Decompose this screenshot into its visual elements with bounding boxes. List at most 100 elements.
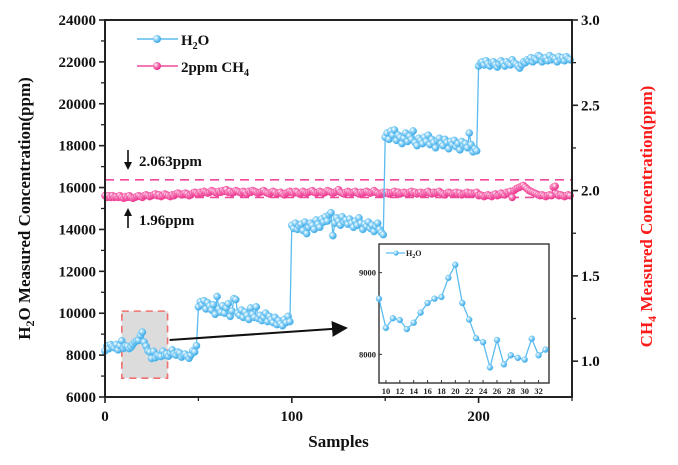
annotation-upper: 2.063ppm — [124, 150, 202, 170]
y-left-tick-label: 16000 — [59, 181, 97, 197]
annotation-upper-arrowhead — [124, 162, 132, 170]
inset-h2o-series — [375, 261, 549, 371]
h2o-point — [409, 127, 418, 135]
inset-h2o-point — [438, 293, 445, 301]
annotation-upper-label: 2.063ppm — [139, 154, 202, 170]
inset-legend-pre: H — [406, 249, 413, 258]
inset-x-tick-label: 30 — [520, 386, 529, 396]
y-left-tick-label: 6000 — [66, 390, 96, 406]
x-tick-label: 200 — [467, 409, 490, 425]
inset-h2o-point — [521, 356, 528, 363]
inset-legend: H2O — [386, 249, 421, 260]
ch4-point — [551, 182, 560, 191]
inset-h2o-point — [410, 319, 417, 326]
inset-x-tick-label: 16 — [423, 386, 432, 396]
y-axis-right-title: CH4 Measured Concentration(ppm) — [637, 86, 659, 348]
h2o-point — [315, 223, 324, 232]
inset-x-tick-label: 14 — [409, 386, 418, 396]
y-axis-left-title: H2O Measured Concentration(ppm) — [15, 77, 37, 340]
y-left-tick-label: 24000 — [59, 13, 97, 29]
inset-h2o-point — [459, 299, 466, 307]
inset-y-tick-label: 9000 — [359, 268, 376, 278]
inset-h2o-point — [542, 346, 549, 353]
inset-h2o-point — [375, 295, 383, 302]
h2o-point — [329, 231, 337, 240]
inset-x-tick-label: 28 — [507, 386, 516, 396]
legend-ch4-label: 2ppm CH4 — [181, 60, 249, 79]
inset-h2o-point — [479, 339, 487, 346]
y-right-tick-label: 3.0 — [581, 13, 600, 29]
h2o-point — [465, 129, 474, 137]
y-left-title-post: O Measured Concentration(ppm) — [15, 77, 34, 320]
h2o-point — [327, 208, 335, 217]
x-axis-title: Samples — [308, 432, 369, 451]
y-right-tick-label: 1.0 — [581, 354, 600, 370]
inset-x-tick-label: 24 — [479, 386, 488, 396]
legend-h2o-sub: 2 — [193, 41, 198, 52]
inset-h2o-point — [493, 336, 501, 344]
inset-x-tick-label: 18 — [437, 386, 446, 396]
x-tick-label: 100 — [281, 409, 304, 425]
inset-h2o-point — [452, 261, 459, 268]
legend-h2o-label: H2O — [181, 33, 209, 52]
inset-h2o-point — [466, 316, 473, 323]
inset-x-tick-label: 20 — [451, 386, 460, 396]
h2o-point — [224, 299, 233, 308]
inset-x-tick-label: 12 — [396, 386, 405, 396]
y-left-tick-label: 18000 — [59, 139, 97, 155]
ch4-series — [101, 181, 574, 203]
inset-h2o-point — [486, 364, 494, 371]
inset-legend-label: H2O — [406, 249, 421, 260]
inset-h2o-point — [396, 316, 403, 324]
inset-h2o-point — [528, 335, 535, 342]
h2o-point — [379, 230, 388, 239]
y-right-tick-label: 2.0 — [581, 184, 600, 200]
y-left-tick-label: 10000 — [59, 306, 97, 322]
y-right-tick-label: 2.5 — [581, 98, 600, 114]
h2o-point — [213, 292, 221, 301]
inset-h2o-point — [389, 315, 397, 322]
y-left-title-pre: H — [15, 327, 34, 340]
inset-x-tick-label: 10 — [382, 386, 391, 396]
annotation-lower-label: 1.96ppm — [139, 213, 195, 229]
inset-h2o-point — [417, 309, 424, 316]
inset-legend-sub: 2 — [412, 254, 415, 260]
y-left-tick-label: 12000 — [59, 264, 97, 280]
y-left-title-sub: 2 — [23, 321, 37, 327]
inset-axes: 10 12 14 16 18 20 22 24 26 28 30 32 8000 9000 — [359, 268, 543, 396]
y-left-tick-label: 22000 — [59, 55, 97, 71]
legend: H2O 2ppm CH4 — [137, 33, 249, 79]
annotation-lower: 1.96ppm — [124, 208, 195, 229]
h2o-point — [231, 295, 240, 304]
y-right-title-post: Measured Concentration(ppm) — [637, 86, 656, 316]
inset-x-tick-label: 26 — [493, 386, 502, 396]
inset-h2o-point — [431, 295, 438, 302]
h2o-point — [286, 317, 294, 326]
inset-h2o-point — [514, 354, 521, 362]
annotation-lower-arrowhead — [124, 208, 132, 216]
zoom-arrow — [169, 320, 348, 341]
legend-h2o-pre: H — [181, 33, 193, 49]
inset-legend-post: O — [415, 249, 421, 258]
h2o-point — [323, 217, 332, 225]
legend-ch4-sub: 4 — [244, 68, 249, 79]
inset-h2o-point — [403, 325, 410, 333]
inset-h2o-point — [472, 335, 480, 342]
inset-legend-marker — [393, 250, 399, 256]
inset-x-tick-label: 32 — [534, 386, 543, 396]
y-right-title-pre: CH — [637, 322, 656, 348]
inset-y-tick-label: 8000 — [359, 349, 376, 359]
inset-chart: 10 12 14 16 18 20 22 24 26 28 30 32 8000 9000 H2O — [359, 243, 550, 396]
y-right-tick-label: 1.5 — [581, 269, 600, 285]
inset-h2o-point — [535, 352, 542, 359]
h2o-point — [138, 328, 147, 337]
legend-h2o-marker — [153, 35, 161, 43]
inset-h2o-point — [424, 299, 431, 307]
inset-x-tick-label: 22 — [465, 386, 474, 396]
ch4-point — [508, 193, 517, 202]
h2o-point — [302, 229, 311, 238]
h2o-point — [190, 348, 199, 356]
x-tick-label: 0 — [101, 409, 109, 425]
h2o-point — [192, 341, 201, 350]
